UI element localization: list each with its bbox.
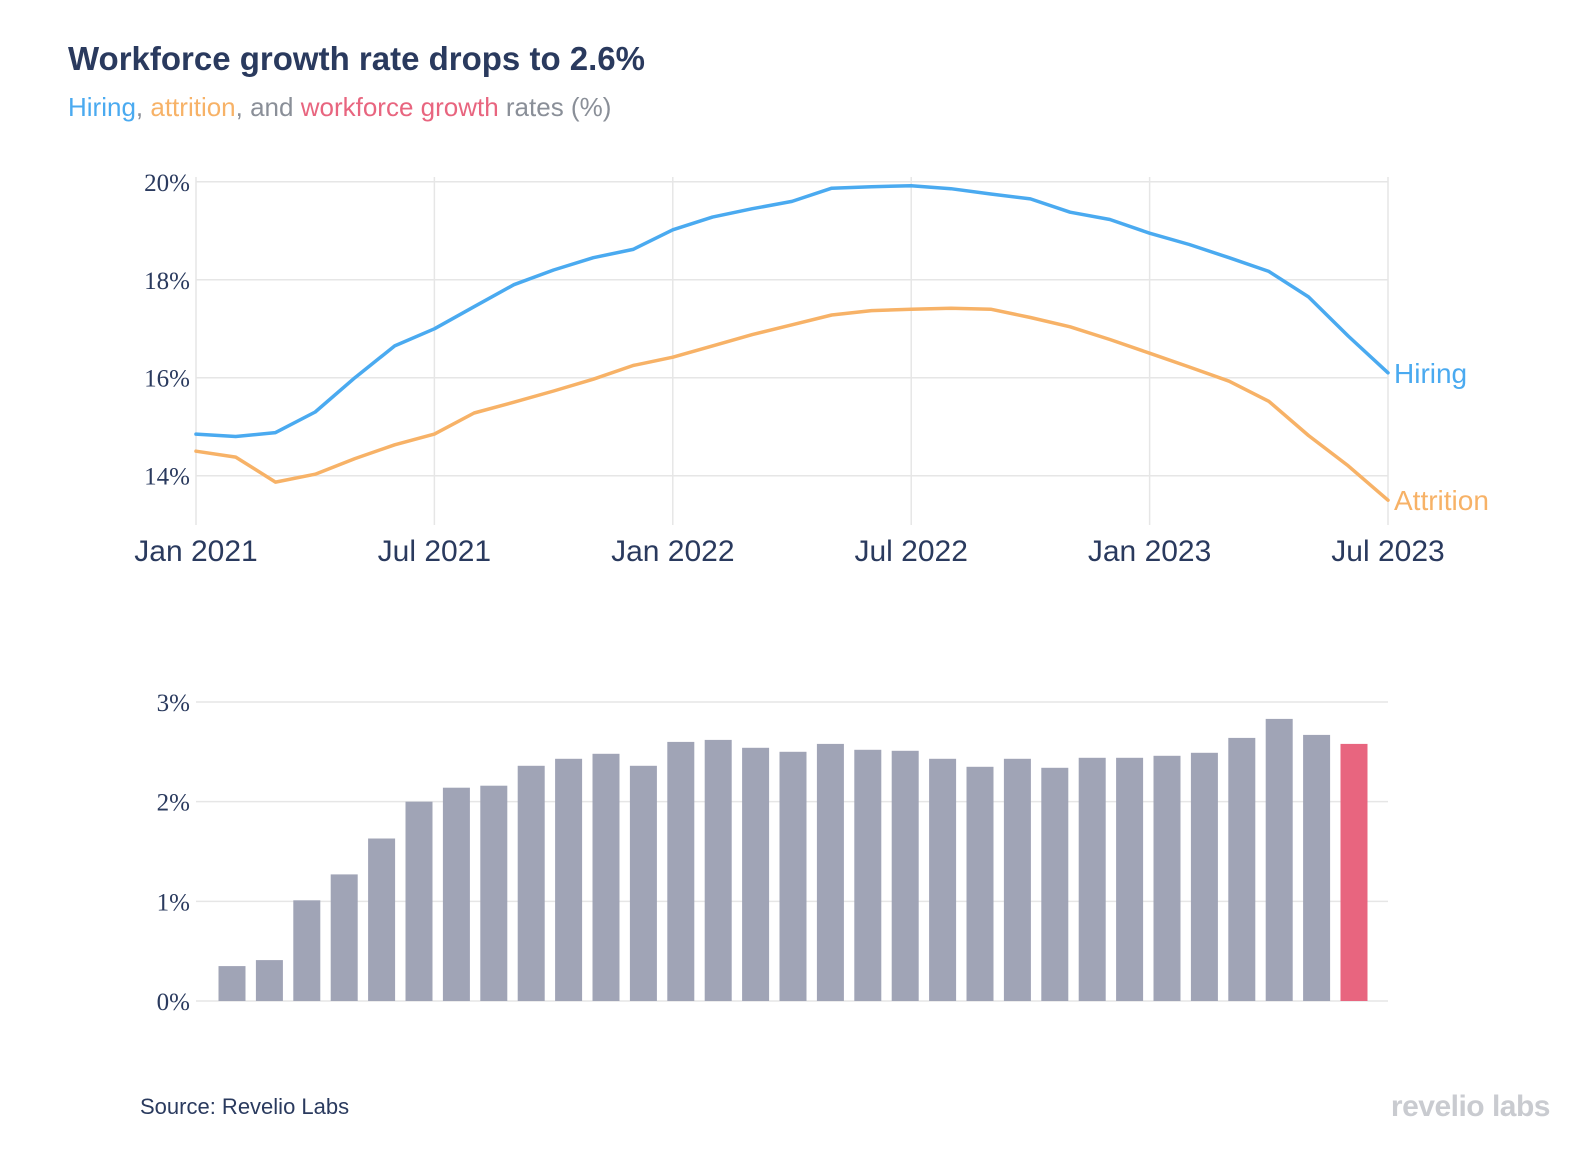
growth-bar (742, 747, 770, 1001)
growth-bar (442, 787, 470, 1001)
growth-bar-latest (1340, 743, 1368, 1001)
chart-title: Workforce growth rate drops to 2.6% (68, 40, 645, 77)
bar-y-tick-label: 3% (157, 690, 190, 717)
growth-bar (368, 838, 396, 1001)
growth-bar (293, 900, 321, 1001)
growth-bar (1265, 718, 1293, 1001)
bar-chart: 0% 1% 2% 3% (157, 690, 1388, 1016)
growth-bar (854, 749, 882, 1001)
growth-bar (1303, 734, 1331, 1001)
growth-bar (667, 741, 695, 1001)
subtitle-attrition: attrition (150, 92, 236, 122)
revelio-labs-logo: revelio labs (1390, 1090, 1551, 1123)
subtitle-growth: workforce growth (300, 92, 499, 122)
bar-y-tick-label: 0% (157, 989, 190, 1016)
bar-y-tick-label: 2% (157, 790, 190, 817)
line-x-tick-label: Jul 2022 (854, 535, 967, 568)
growth-bar (1153, 755, 1181, 1001)
growth-bar (816, 743, 844, 1001)
growth-bar (517, 765, 545, 1001)
bar-y-tick-label: 1% (157, 889, 190, 916)
series-label-hiring: Hiring (1394, 358, 1467, 389)
growth-bar (1003, 758, 1031, 1001)
subtitle-rest: rates (%) (498, 92, 612, 122)
series-line-hiring (194, 183, 1390, 439)
growth-bar (480, 785, 508, 1001)
line-y-tick-label: 18% (144, 268, 190, 295)
chart-subtitle: Hiring, attrition, and workforce growth … (68, 92, 611, 123)
growth-bar (555, 758, 583, 1001)
source-note: Source: Revelio Labs (140, 1094, 350, 1119)
line-y-tick-label: 14% (144, 464, 190, 491)
growth-bar (1041, 767, 1069, 1001)
line-y-tick-label: 20% (144, 170, 190, 197)
subtitle-sep-2: , and (235, 92, 301, 122)
growth-bar (1190, 752, 1218, 1001)
growth-bar (1078, 757, 1106, 1001)
line-x-tick-label: Jul 2023 (1331, 535, 1444, 568)
series-line-attrition (194, 306, 1390, 502)
line-chart: 14% 16% 18% 20% Jan 2021 Jul 2021 Jan 2022 Jul … (134, 170, 1489, 568)
line-y-tick-label: 16% (144, 366, 190, 393)
line-x-tick-label: Jan 2022 (611, 535, 734, 568)
growth-bar (255, 960, 283, 1001)
growth-bar (704, 739, 732, 1001)
growth-bar (330, 874, 358, 1001)
growth-bar (891, 750, 919, 1001)
growth-bar (592, 753, 620, 1001)
growth-bar (405, 801, 433, 1001)
subtitle-sep-1: , (135, 92, 151, 122)
line-x-tick-label: Jul 2021 (378, 535, 491, 568)
growth-bar (1116, 757, 1144, 1001)
growth-bar (218, 966, 246, 1001)
growth-bar (1228, 737, 1256, 1001)
series-label-attrition: Attrition (1394, 485, 1489, 516)
growth-bar (629, 765, 657, 1001)
growth-bar (929, 758, 957, 1001)
line-x-tick-label: Jan 2023 (1088, 535, 1211, 568)
growth-bar (966, 766, 994, 1001)
growth-bar (779, 751, 807, 1001)
subtitle-hiring: Hiring (68, 92, 136, 122)
line-x-tick-label: Jan 2021 (134, 535, 257, 568)
